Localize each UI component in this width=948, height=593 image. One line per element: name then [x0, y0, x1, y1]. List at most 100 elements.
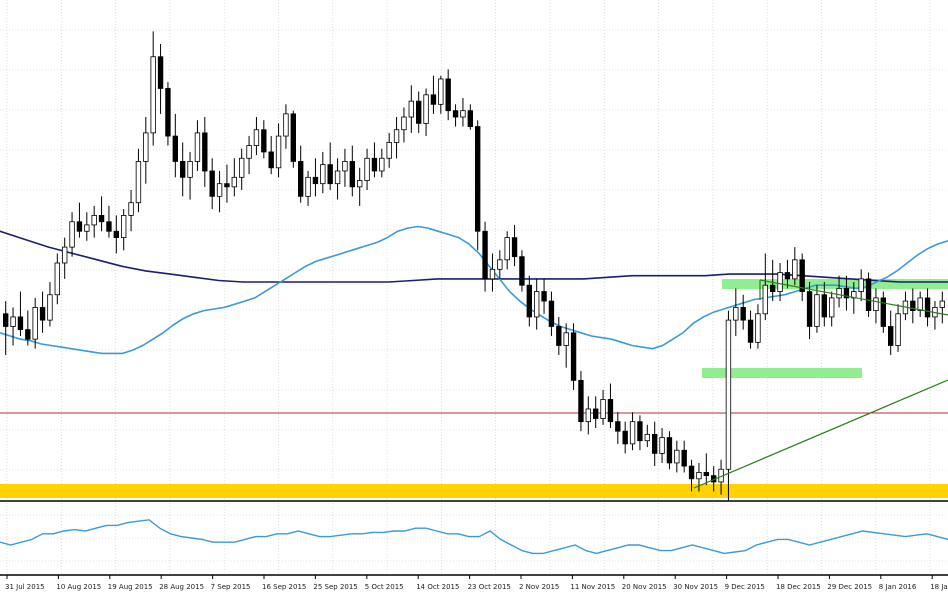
candle — [873, 288, 879, 324]
candle — [39, 291, 46, 333]
candle-body-up — [659, 437, 665, 454]
candle-body-down — [924, 297, 931, 318]
candle-body-up — [777, 272, 783, 292]
resistance-zone-green — [722, 279, 948, 289]
candle — [696, 462, 702, 492]
candle — [275, 123, 282, 178]
candle-body-down — [548, 300, 555, 327]
candle — [806, 282, 813, 340]
candle-body-down — [666, 437, 673, 464]
candle — [165, 82, 171, 146]
candle — [261, 120, 267, 159]
candle — [814, 285, 820, 333]
candle-body-down — [298, 161, 304, 197]
candle-body-down — [806, 291, 813, 327]
x-tick-label: 14 Oct 2015 — [416, 583, 459, 591]
candle — [799, 253, 805, 302]
candle — [939, 291, 945, 324]
candle — [910, 288, 916, 324]
candle-body-down — [157, 56, 164, 89]
candle — [652, 421, 658, 467]
gridlines — [0, 0, 948, 573]
candle-body-up — [62, 246, 68, 264]
candle — [585, 396, 591, 435]
candle — [681, 440, 687, 473]
candle-body-up — [644, 433, 650, 442]
x-tick-label: 10 Aug 2015 — [56, 583, 101, 591]
candle-body-up — [379, 157, 385, 172]
candle — [733, 288, 739, 336]
candle-body-down — [268, 151, 274, 169]
candle-body-down — [784, 272, 791, 280]
candle-body-up — [497, 259, 503, 270]
candle — [489, 253, 496, 292]
candle-body-up — [814, 294, 820, 327]
candle-body-down — [910, 300, 916, 311]
candle-body-up — [563, 332, 569, 346]
candle — [593, 396, 599, 429]
candle-body-up — [91, 214, 97, 226]
candle-body-up — [504, 237, 510, 261]
candle — [283, 104, 289, 149]
candle-body-down — [261, 129, 267, 153]
candle-body-up — [150, 56, 156, 134]
candle — [534, 278, 540, 330]
candle — [770, 259, 776, 302]
candle — [416, 91, 422, 133]
candle — [62, 237, 68, 279]
candle-body-down — [165, 88, 171, 137]
candle — [312, 158, 319, 197]
ascending-trend-line — [693, 379, 948, 489]
candle-body-up — [357, 180, 363, 188]
support-zone-yellow — [0, 484, 948, 498]
candle-body-down — [106, 221, 112, 232]
candle — [762, 253, 768, 321]
candle — [858, 269, 864, 302]
candle — [320, 151, 326, 194]
candle — [792, 247, 798, 286]
candle — [519, 250, 525, 292]
candle — [209, 158, 215, 210]
candle-body-down — [637, 421, 643, 442]
x-axis-ticks: 31 Jul 2015 10 Aug 2015 19 Aug 2015 28 Aug … — [5, 575, 948, 591]
candle-body-down — [3, 313, 9, 327]
candle-body-down — [482, 230, 488, 280]
candle-body-up — [334, 170, 341, 185]
candle — [504, 231, 510, 270]
candle — [821, 282, 827, 327]
candle — [98, 196, 105, 232]
x-tick-label: 31 Jul 2015 — [5, 583, 45, 591]
candle — [364, 148, 370, 191]
candle — [386, 132, 392, 168]
candle — [305, 170, 311, 206]
candle-body-up — [762, 284, 768, 315]
candle — [511, 224, 518, 267]
candle — [224, 164, 230, 203]
candle-body-up — [231, 176, 237, 188]
candle — [69, 212, 75, 257]
candle-body-up — [320, 164, 326, 185]
candle-body-up — [836, 287, 842, 299]
candle — [17, 291, 24, 336]
candle-body-down — [475, 126, 481, 232]
candle-body-down — [39, 307, 46, 321]
candle-body-down — [224, 183, 230, 188]
highlight-zones — [0, 279, 948, 498]
candle — [408, 85, 414, 133]
x-tick-label: 9 Dec 2015 — [725, 583, 765, 591]
candle-body-up — [629, 421, 636, 445]
candle — [541, 278, 547, 314]
oscillator-panel — [0, 519, 948, 555]
candle-body-down — [202, 132, 208, 172]
candle-body-up — [135, 161, 142, 204]
candle — [143, 117, 149, 184]
candle-body-up — [342, 161, 348, 172]
candle — [357, 167, 363, 206]
candle-body-down — [452, 110, 459, 118]
candle — [10, 307, 16, 346]
candle-body-down — [799, 259, 805, 292]
panel-frames — [0, 500, 948, 576]
candle-body-down — [652, 433, 658, 454]
candle — [106, 205, 112, 238]
x-tick-label: 20 Nov 2015 — [622, 583, 667, 591]
